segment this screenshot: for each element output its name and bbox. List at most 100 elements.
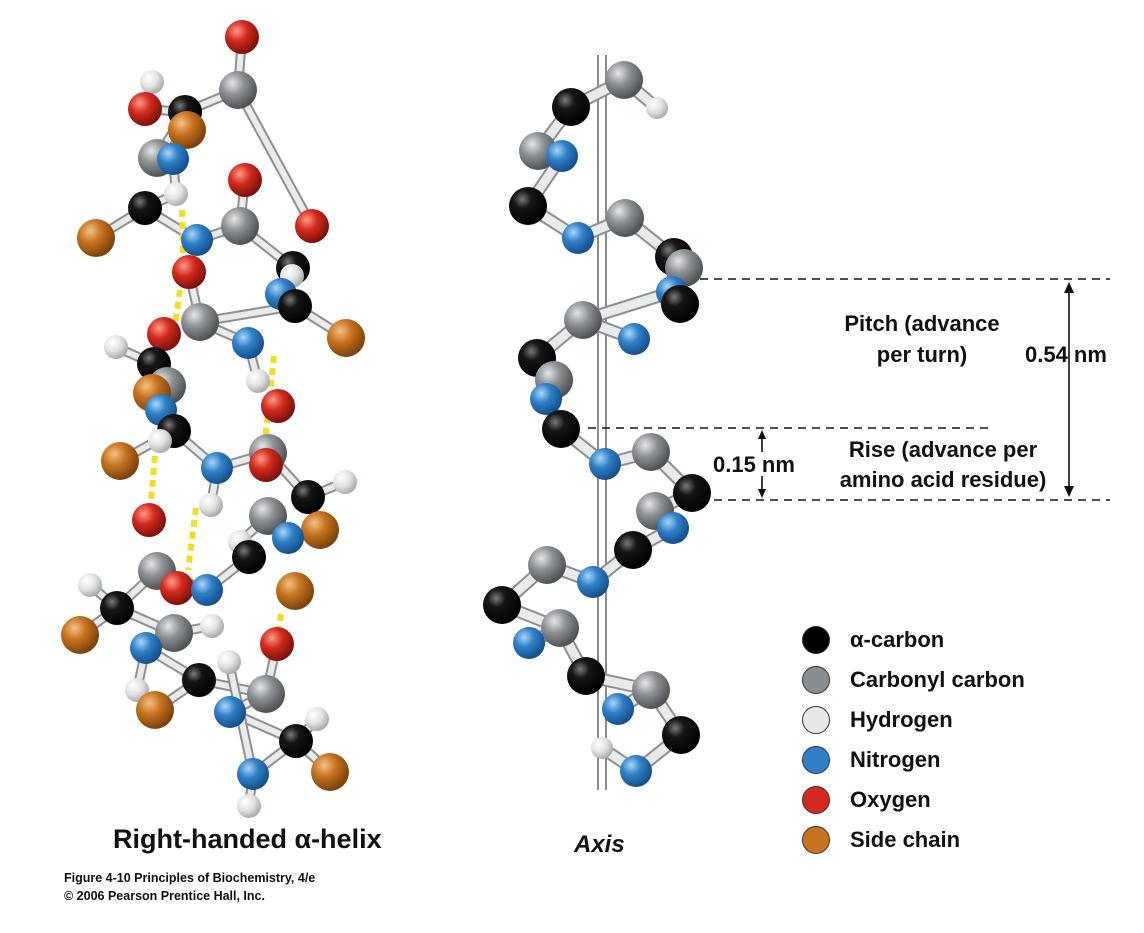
carbonyl-carbon-atom: [181, 303, 219, 341]
side-chain-atom: [61, 616, 99, 654]
alpha-carbon-atom: [673, 474, 711, 512]
hydrogen-atom: [646, 97, 668, 119]
ball-and-stick-bonds: [75, 32, 351, 811]
legend-item-nitrogen: Nitrogen: [802, 744, 940, 776]
carbonyl-carbon-atom: [632, 433, 670, 471]
nitrogen-atom: [130, 632, 162, 664]
nitrogen-atom: [237, 758, 269, 790]
alpha-carbon-atom: [182, 663, 216, 697]
oxygen-atom: [172, 255, 206, 289]
alpha-carbon-swatch-icon: [802, 626, 830, 654]
alpha-carbon-atom: [291, 480, 325, 514]
carbonyl-carbon-atom: [155, 614, 193, 652]
oxygen-swatch-icon: [802, 786, 830, 814]
nitrogen-atom: [602, 693, 634, 725]
ball-and-stick-model: [61, 20, 365, 818]
oxygen-atom: [228, 163, 262, 197]
oxygen-atom: [128, 92, 162, 126]
legend-label: Hydrogen: [850, 707, 953, 732]
nitrogen-atom: [513, 627, 545, 659]
legend-item-hydrogen: Hydrogen: [802, 704, 953, 736]
alpha-carbon-atom: [279, 724, 313, 758]
nitrogen-atom: [157, 143, 189, 175]
legend-label: Side chain: [850, 827, 961, 852]
alpha-carbon-atom: [128, 191, 162, 225]
figure-credit: Figure 4-10 Principles of Biochemistry, …: [64, 871, 316, 885]
nitrogen-atom: [589, 448, 621, 480]
nitrogen-atom: [577, 566, 609, 598]
alpha-carbon-atom: [232, 540, 266, 574]
nitrogen-atom: [272, 522, 304, 554]
hydrogen-atom: [217, 650, 241, 674]
pitch-arrow-head-down: [1064, 486, 1074, 497]
rise-value: 0.15 nm: [713, 452, 795, 477]
nitrogen-atom: [181, 224, 213, 256]
legend-item-alpha-carbon: α-carbon: [802, 624, 944, 656]
oxygen-atom: [249, 448, 283, 482]
carbonyl-carbon-atom: [528, 546, 566, 584]
hydrogen-bond: [147, 443, 159, 513]
pitch-arrow-head-up: [1064, 282, 1074, 293]
legend-item-carbonyl-carbon: Carbonyl carbon: [802, 664, 1025, 696]
legend-item-oxygen: Oxygen: [802, 784, 931, 816]
nitrogen-atom: [620, 755, 652, 787]
alpha-carbon-atom: [614, 531, 652, 569]
hydrogen-bond: [172, 289, 183, 326]
dimension-lines: [588, 278, 1110, 501]
alpha-carbon-atom: [662, 716, 700, 754]
hydrogen-atom: [140, 70, 164, 94]
side-chain-swatch-icon: [802, 826, 830, 854]
alpha-carbon-atom: [483, 586, 521, 624]
bond-highlight: [235, 87, 315, 229]
side-chain-atom: [136, 691, 174, 729]
nitrogen-atom: [214, 696, 246, 728]
side-chain-atom: [327, 319, 365, 357]
backbone-helix-model: [483, 61, 711, 787]
carbonyl-carbon-atom: [541, 609, 579, 647]
rise-label: Rise (advance per amino acid residue): [839, 437, 1047, 492]
nitrogen-swatch-icon: [802, 746, 830, 774]
pitch-value: 0.54 nm: [1025, 342, 1107, 367]
legend-label: Nitrogen: [850, 747, 941, 772]
hydrogen-atom: [104, 335, 128, 359]
carbonyl-carbon-atom: [605, 61, 643, 99]
alpha-carbon-atom: [567, 657, 605, 695]
alpha-carbon-atom: [542, 410, 580, 448]
hydrogen-atom: [78, 573, 102, 597]
oxygen-atom: [225, 20, 259, 54]
legend-label: α-carbon: [850, 627, 945, 652]
rise-arrow-head-up: [758, 430, 766, 439]
carbonyl-carbon-atom: [606, 199, 644, 237]
alpha-carbon-atom: [552, 88, 590, 126]
nitrogen-atom: [530, 383, 562, 415]
oxygen-atom: [260, 627, 294, 661]
hydrogen-bond: [274, 613, 284, 641]
hydrogen-atom: [333, 470, 357, 494]
carbonyl-carbon-atom: [247, 675, 285, 713]
legend-label: Oxygen: [850, 787, 931, 812]
oxygen-atom: [261, 389, 295, 423]
hydrogen-bond: [185, 507, 199, 571]
nitrogen-atom: [191, 574, 223, 606]
hydrogen-atom: [148, 429, 172, 453]
oxygen-atom: [147, 317, 181, 351]
hydrogen-atom: [164, 182, 188, 206]
hydrogen-atom: [199, 493, 223, 517]
helix-title: Right-handed α-helix: [113, 824, 382, 854]
side-chain-atom: [77, 219, 115, 257]
nitrogen-atom: [657, 512, 689, 544]
copyright-line: © 2006 Pearson Prentice Hall, Inc.: [64, 889, 265, 903]
side-chain-atom: [101, 442, 139, 480]
carbonyl-carbon-atom: [564, 301, 602, 339]
oxygen-atom: [132, 503, 166, 537]
alpha-carbon-atom: [100, 591, 134, 625]
hydrogen-atom: [200, 614, 224, 638]
alpha-carbon-atom: [509, 187, 547, 225]
carbonyl-carbon-atom: [632, 671, 670, 709]
nitrogen-atom: [546, 140, 578, 172]
legend-label: Carbonyl carbon: [850, 667, 1025, 692]
carbonyl-carbon-swatch-icon: [802, 666, 830, 694]
side-chain-atom: [276, 572, 314, 610]
hydrogen-swatch-icon: [802, 706, 830, 734]
